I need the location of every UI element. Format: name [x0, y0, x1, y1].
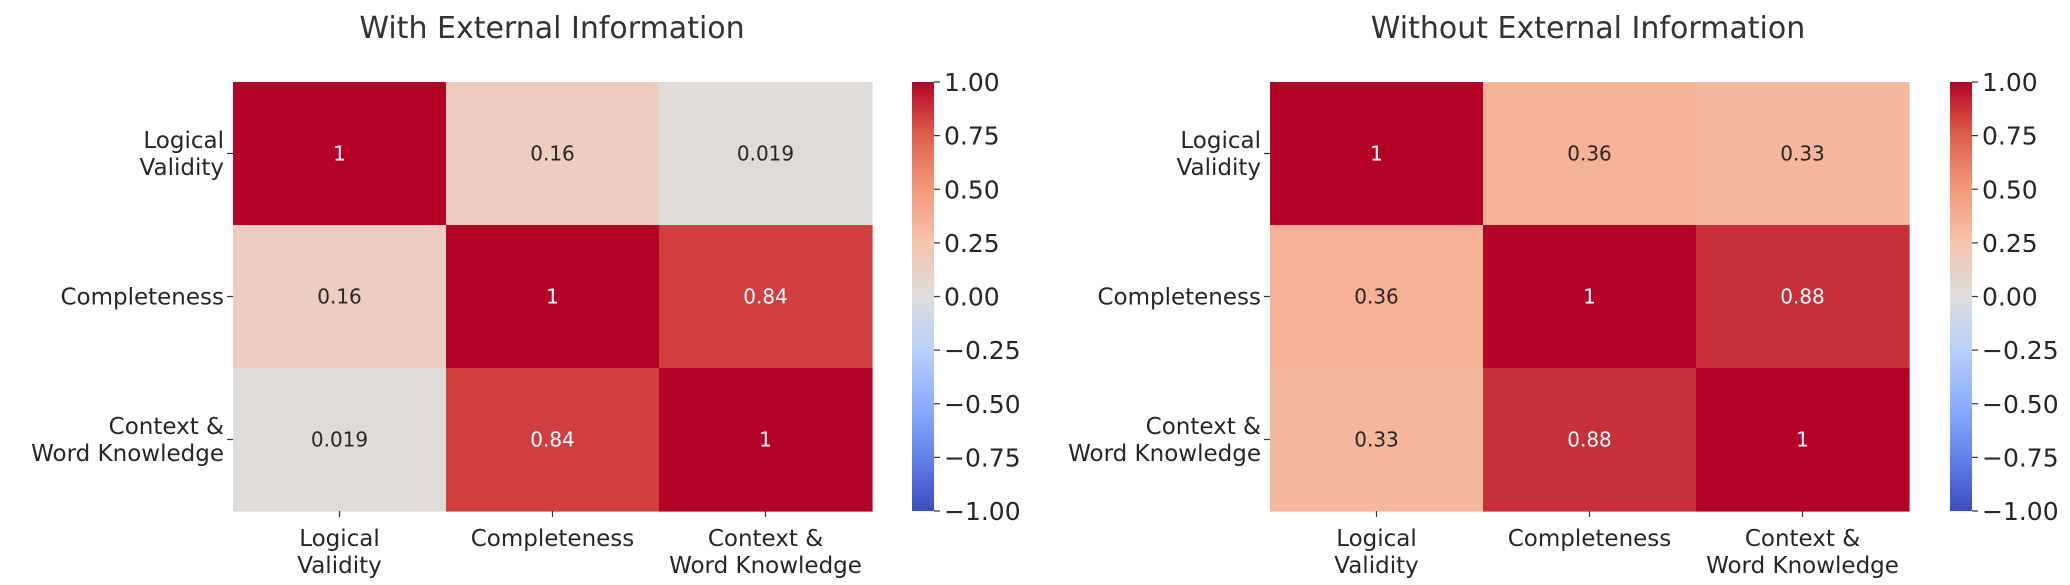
y-tick-label: Context & Word Knowledge — [1068, 414, 1261, 467]
heatmap-cell — [1483, 225, 1697, 369]
heatmap-cell — [233, 82, 447, 226]
x-tick-label: Logical Validity — [297, 526, 381, 579]
cell-annotation: 0.33 — [1354, 428, 1399, 452]
x-tick-label: Completeness — [1508, 526, 1672, 552]
colorbar-tick-label: 1.00 — [944, 68, 1000, 97]
heatmap-cell — [1270, 368, 1484, 512]
cell-annotation: 0.88 — [1567, 428, 1612, 452]
cell-annotation: 0.88 — [1780, 285, 1825, 309]
colorbar-tick-label: 0.00 — [1982, 283, 2038, 312]
colorbar-tick-label: −0.50 — [1982, 390, 2059, 419]
y-tick-label: Logical Validity — [1177, 128, 1261, 181]
colorbar-tick-label: −1.00 — [1982, 497, 2059, 526]
heatmap-cell — [446, 82, 660, 226]
heatmap-cell — [659, 225, 873, 369]
x-tick-label: Context & Word Knowledge — [669, 526, 862, 579]
cell-annotation: 0.16 — [317, 285, 362, 309]
cell-annotation: 0.33 — [1780, 142, 1825, 166]
heatmap-cell — [1270, 82, 1484, 226]
colorbar-tick-label: −0.75 — [1982, 443, 2059, 472]
cell-annotation: 1 — [1370, 142, 1383, 166]
heatmap-cell — [659, 82, 873, 226]
heatmap-cell — [1696, 82, 1910, 226]
colorbar-tick-label: 0.75 — [944, 122, 1000, 151]
y-tick-label: Context & Word Knowledge — [31, 414, 224, 467]
cell-annotation: 1 — [759, 428, 772, 452]
cell-annotation: 1 — [1583, 285, 1596, 309]
x-tick-label: Completeness — [471, 526, 635, 552]
cell-annotation: 1 — [1796, 428, 1809, 452]
heatmap-cell — [1696, 368, 1910, 512]
colorbar-tick-label: −0.75 — [944, 443, 1021, 472]
heatmap-cell — [1483, 82, 1697, 226]
x-tick-label: Logical Validity — [1334, 526, 1418, 579]
colorbar-tick-label: −1.00 — [944, 497, 1021, 526]
colorbar — [912, 82, 934, 511]
heatmap-cell — [233, 368, 447, 512]
chart-title: Without External Information — [1371, 11, 1805, 46]
colorbar-tick-label: 0.25 — [944, 229, 1000, 258]
cell-annotation: 0.36 — [1354, 285, 1399, 309]
colorbar-tick-label: 0.50 — [1982, 175, 2038, 204]
cell-annotation: 1 — [333, 142, 346, 166]
colorbar-tick-label: −0.50 — [944, 390, 1021, 419]
x-tick-label: Context & Word Knowledge — [1706, 526, 1899, 579]
heatmap-panel-2: Without External Information 1 0.36 0.33 0.3… — [1068, 11, 2059, 579]
heatmap-cell — [1696, 225, 1910, 369]
cell-annotation: 0.16 — [530, 142, 575, 166]
chart-title: With External Information — [359, 11, 744, 46]
colorbar-tick-label: −0.25 — [944, 336, 1021, 365]
colorbar-tick-label: −0.25 — [1982, 336, 2059, 365]
cell-annotation: 0.84 — [530, 428, 575, 452]
colorbar-tick-label: 0.50 — [944, 175, 1000, 204]
colorbar-tick-label: 1.00 — [1982, 68, 2038, 97]
cell-annotation: 0.84 — [743, 285, 788, 309]
y-tick-label: Completeness — [1097, 285, 1261, 311]
cell-annotation: 0.019 — [737, 142, 794, 166]
cell-annotation: 0.019 — [311, 428, 368, 452]
heatmap-cell — [1270, 225, 1484, 369]
y-tick-label: Logical Validity — [140, 128, 224, 181]
colorbar — [1950, 82, 1972, 511]
heatmap-cell — [1483, 368, 1697, 512]
colorbar-tick-label: 0.75 — [1982, 122, 2038, 151]
heatmap-cell — [446, 368, 660, 512]
cell-annotation: 0.36 — [1567, 142, 1612, 166]
colorbar-tick-label: 0.25 — [1982, 229, 2038, 258]
colorbar-tick-label: 0.00 — [944, 283, 1000, 312]
heatmap-panel-1: With External Information 1 0.16 0.019 0.16 1… — [31, 11, 1021, 579]
heatmap-cell — [446, 225, 660, 369]
heatmap-cell — [659, 368, 873, 512]
cell-annotation: 1 — [546, 285, 559, 309]
heatmap-cell — [233, 225, 447, 369]
y-tick-label: Completeness — [60, 285, 224, 311]
